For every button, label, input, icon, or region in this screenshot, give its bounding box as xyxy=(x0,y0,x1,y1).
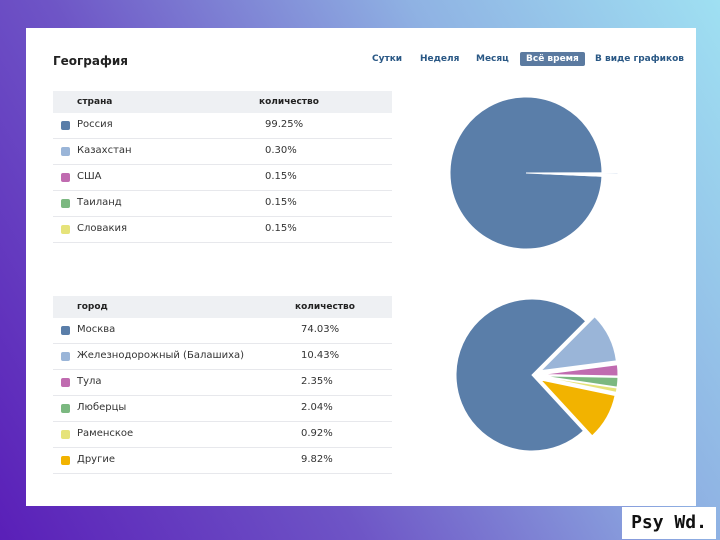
pie-slice-москва[interactable] xyxy=(455,298,587,452)
country-name: США xyxy=(77,171,102,182)
brand-logo: Psy Wd. xyxy=(622,507,716,539)
legend-swatch xyxy=(61,352,70,361)
legend-swatch xyxy=(61,326,70,335)
city-value: 10.43% xyxy=(301,350,340,361)
legend-swatch xyxy=(61,456,70,465)
column-header-country: страна xyxy=(77,97,113,107)
table-row: Россия 99.25% xyxy=(53,113,392,139)
pie-slice-другие[interactable] xyxy=(539,379,616,437)
country-pie-chart xyxy=(449,96,619,250)
city-value: 2.04% xyxy=(301,402,333,413)
city-name: Железнодорожный (Балашиха) xyxy=(77,350,245,361)
table-row: Тула 2.35% xyxy=(53,370,392,396)
tab-month[interactable]: Месяц xyxy=(476,54,509,64)
city-name: Другие xyxy=(77,454,115,465)
column-header-city: город xyxy=(77,302,108,312)
table-row: Казахстан 0.30% xyxy=(53,139,392,165)
legend-swatch xyxy=(61,199,70,208)
table-row: Раменское 0.92% xyxy=(53,422,392,448)
legend-swatch xyxy=(61,430,70,439)
country-value: 0.15% xyxy=(265,223,297,234)
city-value: 9.82% xyxy=(301,454,333,465)
table-header: город количество xyxy=(53,296,392,318)
table-row: Москва 74.03% xyxy=(53,318,392,344)
tab-all-time[interactable]: Всё время xyxy=(520,52,585,66)
column-header-count: количество xyxy=(295,302,355,312)
city-value: 2.35% xyxy=(301,376,333,387)
table-row: Другие 9.82% xyxy=(53,448,392,474)
city-name: Раменское xyxy=(77,428,134,439)
city-table: город количество Москва 74.03% Железнодо… xyxy=(53,296,392,474)
geography-panel: География Сутки Неделя Месяц Всё время В… xyxy=(26,28,696,506)
tab-week[interactable]: Неделя xyxy=(420,54,460,64)
country-name: Словакия xyxy=(77,223,128,234)
pie-slice-железнодорожный-балашиха-[interactable] xyxy=(539,316,617,372)
pie-slice-тула[interactable] xyxy=(541,364,619,377)
legend-swatch xyxy=(61,147,70,156)
country-name: Таиланд xyxy=(77,197,122,208)
country-name: Казахстан xyxy=(77,145,132,156)
table-row: Таиланд 0.15% xyxy=(53,191,392,217)
legend-swatch xyxy=(61,225,70,234)
column-header-count: количество xyxy=(259,97,319,107)
country-value: 0.15% xyxy=(265,171,297,182)
legend-swatch xyxy=(61,378,70,387)
table-row: Люберцы 2.04% xyxy=(53,396,392,422)
city-value: 74.03% xyxy=(301,324,340,335)
country-value: 0.30% xyxy=(265,145,297,156)
city-name: Тула xyxy=(77,376,102,387)
legend-swatch xyxy=(61,404,70,413)
country-table: страна количество Россия 99.25% Казахста… xyxy=(53,91,392,243)
legend-swatch xyxy=(61,173,70,182)
table-row: Словакия 0.15% xyxy=(53,217,392,243)
page-title: География xyxy=(53,54,129,68)
country-name: Россия xyxy=(77,119,113,130)
table-row: Железнодорожный (Балашиха) 10.43% xyxy=(53,344,392,370)
city-name: Москва xyxy=(77,324,116,335)
city-value: 0.92% xyxy=(301,428,333,439)
country-value: 99.25% xyxy=(265,119,304,130)
country-value: 0.15% xyxy=(265,197,297,208)
city-pie-chart xyxy=(455,298,619,452)
city-name: Люберцы xyxy=(77,402,127,413)
legend-swatch xyxy=(61,121,70,130)
table-row: США 0.15% xyxy=(53,165,392,191)
table-header: страна количество xyxy=(53,91,392,113)
pie-slice-люберцы[interactable] xyxy=(541,375,619,388)
tab-day[interactable]: Сутки xyxy=(372,54,403,64)
pie-slice-россия[interactable] xyxy=(449,96,603,250)
pie-slice-раменское[interactable] xyxy=(541,376,618,393)
pie-slice-словакия[interactable] xyxy=(541,173,619,178)
tab-as-graphs[interactable]: В виде графиков xyxy=(595,54,684,64)
